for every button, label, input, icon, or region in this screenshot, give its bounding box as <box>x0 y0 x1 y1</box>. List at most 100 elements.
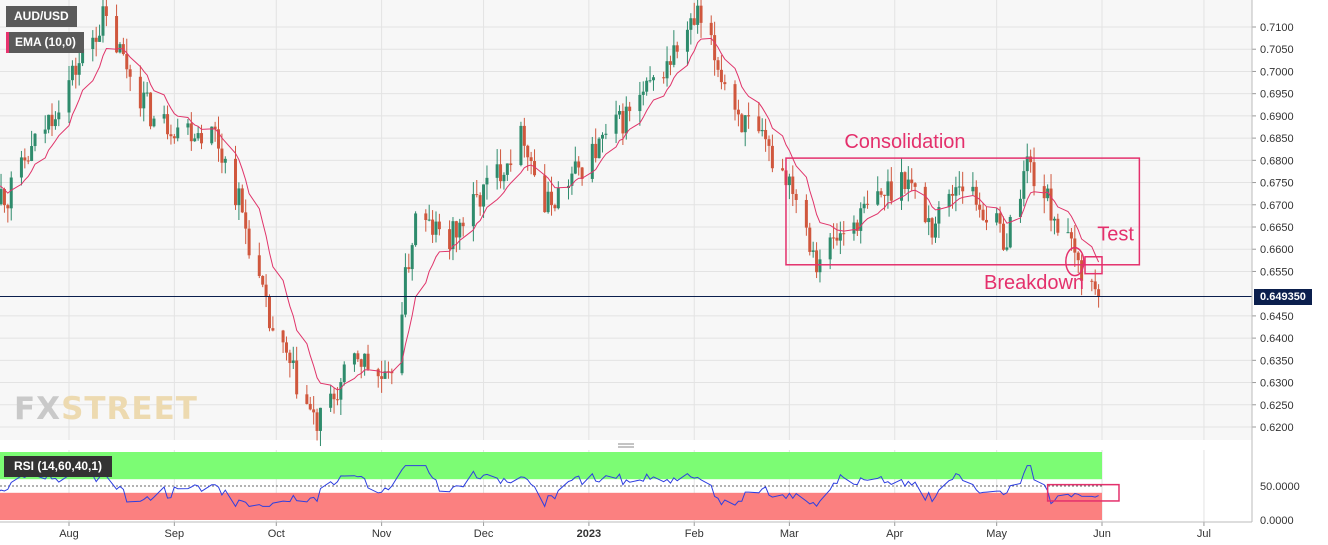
candle-body <box>424 213 428 220</box>
candle-body <box>142 92 146 109</box>
candle-body <box>240 188 244 213</box>
y-tick-label: 0.6350 <box>1260 355 1294 367</box>
candle-body <box>318 407 322 431</box>
y-tick-label: 0.6300 <box>1260 378 1294 390</box>
candle-body <box>33 133 37 147</box>
candle-body <box>961 186 965 192</box>
candle-body <box>335 399 339 401</box>
candle-body <box>193 138 197 142</box>
rsi-line <box>0 465 1099 508</box>
candle-body <box>859 208 863 231</box>
candle-body <box>709 22 713 36</box>
candle-body <box>53 119 57 127</box>
candle-body <box>9 177 13 209</box>
candle-body <box>47 114 51 130</box>
candle-body <box>1032 162 1036 187</box>
candle-body <box>930 218 934 238</box>
rsi-highlight-box <box>1046 483 1120 502</box>
y-tick-label: 0.6550 <box>1260 266 1294 278</box>
candle-body <box>781 168 785 171</box>
candle-body <box>787 176 791 186</box>
logo-part-street: STREET <box>61 391 198 427</box>
rsi-tick-label: 50.0000 <box>1260 481 1300 493</box>
candle-body <box>675 45 679 52</box>
candle-body <box>937 207 941 224</box>
rsi-oversold-zone <box>0 492 1102 520</box>
candle-body <box>482 184 486 207</box>
candle-body <box>662 77 666 79</box>
candle-body <box>485 177 489 185</box>
candle-body <box>818 259 822 273</box>
candle-body <box>81 48 85 64</box>
x-tick-label: Aug <box>59 528 79 540</box>
candle-body <box>220 148 224 163</box>
candle-body <box>764 129 768 140</box>
candle-body <box>1018 198 1022 217</box>
candle-body <box>570 173 574 186</box>
candle-body <box>757 116 761 132</box>
candle-body <box>1008 216 1012 248</box>
ema-indicator-label[interactable]: EMA (10,0) <box>6 32 84 53</box>
x-tick-label: Sep <box>165 528 185 540</box>
x-tick-label: Mar <box>780 528 799 540</box>
candle-body <box>454 221 458 238</box>
symbol-label[interactable]: AUD/USD <box>6 6 77 27</box>
y-axis: 0.7100 0.7050 0.7000 0.6950 0.6900 0.6850 0.68… <box>1252 22 1294 434</box>
candle-body <box>736 109 740 115</box>
candle-body <box>291 360 295 364</box>
candle-body <box>288 352 292 364</box>
candle-body <box>315 412 319 431</box>
candle-body <box>475 194 479 196</box>
candle-body <box>149 92 153 127</box>
candle-body <box>295 360 299 395</box>
x-tick-label: Jul <box>1197 528 1211 540</box>
y-tick-label: 0.6850 <box>1260 133 1294 145</box>
candle-body <box>923 186 927 223</box>
candle-body <box>883 194 887 196</box>
candle-body <box>794 193 798 200</box>
candle-body <box>519 125 523 166</box>
candle-body <box>1097 289 1101 297</box>
candle-body <box>638 94 642 112</box>
rsi-indicator-label[interactable]: RSI (14,60,40,1) <box>4 456 113 477</box>
candle-body <box>594 143 598 159</box>
candle-body <box>950 193 954 196</box>
candle-body <box>50 114 54 127</box>
candle-body <box>546 191 550 213</box>
candle-body <box>403 267 407 315</box>
candle-body <box>308 403 312 410</box>
y-tick-label: 0.7050 <box>1260 44 1294 56</box>
candle-body <box>815 250 819 273</box>
rsi-y-axis: 50.0000 0.0000 <box>1260 481 1300 527</box>
candle-body <box>855 222 859 231</box>
candle-body <box>410 245 414 270</box>
annotations: Consolidation Test Breakdown <box>785 131 1141 294</box>
x-tick-label: Dec <box>474 528 494 540</box>
candle-body <box>505 163 509 175</box>
y-tick-label: 0.7100 <box>1260 22 1294 34</box>
candle-body <box>509 163 513 166</box>
candle-body <box>852 222 856 234</box>
candle-body <box>176 127 180 139</box>
x-axis: Aug Sep Oct Nov Dec 2023 Feb Mar Apr May Jun Jul <box>59 522 1211 540</box>
candle-body <box>77 63 81 75</box>
pane-splitter[interactable] <box>618 443 634 448</box>
candle-body <box>196 133 200 139</box>
candle-body <box>448 229 452 250</box>
candle-body <box>981 209 985 220</box>
candle-body <box>604 133 608 135</box>
y-tick-label: 0.6250 <box>1260 400 1294 412</box>
candle-body <box>1052 218 1056 221</box>
candle-body <box>974 186 978 205</box>
candle-body <box>189 123 193 142</box>
candle-body <box>900 172 904 201</box>
x-tick-label: Jun <box>1093 528 1111 540</box>
candle-body <box>713 35 717 61</box>
rsi-pane <box>0 452 1120 520</box>
candle-body <box>913 183 917 187</box>
candle-body <box>543 175 547 213</box>
candle-body <box>743 115 747 133</box>
candle-body <box>808 227 812 252</box>
candle-body <box>138 76 142 109</box>
